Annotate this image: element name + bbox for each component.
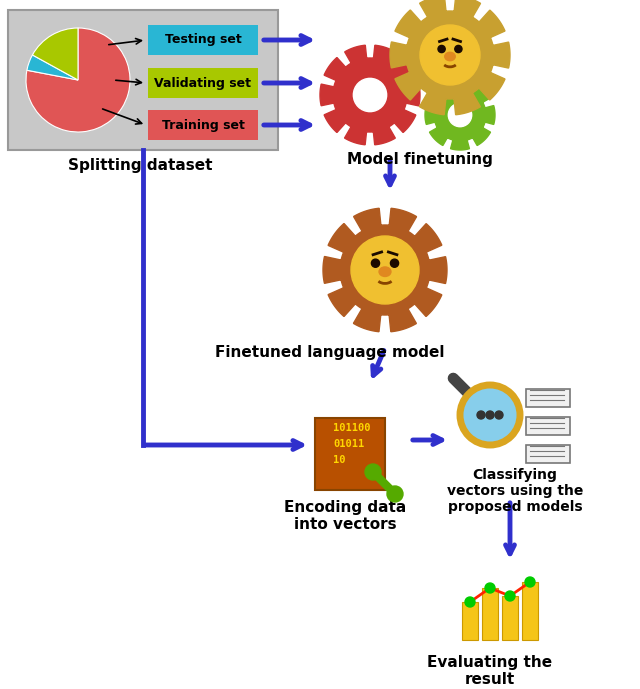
Bar bbox=[502, 596, 518, 640]
Circle shape bbox=[387, 486, 403, 502]
Wedge shape bbox=[33, 28, 78, 80]
Text: 01011: 01011 bbox=[333, 439, 364, 449]
Bar bbox=[522, 582, 538, 640]
Circle shape bbox=[365, 464, 381, 480]
Ellipse shape bbox=[445, 52, 455, 61]
Circle shape bbox=[371, 259, 380, 267]
Polygon shape bbox=[320, 45, 420, 145]
FancyBboxPatch shape bbox=[526, 389, 570, 407]
Circle shape bbox=[460, 385, 520, 445]
Circle shape bbox=[486, 411, 494, 419]
Circle shape bbox=[477, 411, 485, 419]
Text: 101100: 101100 bbox=[333, 423, 371, 433]
Circle shape bbox=[390, 259, 399, 267]
FancyBboxPatch shape bbox=[526, 417, 570, 435]
Circle shape bbox=[430, 35, 470, 75]
Text: Evaluating the
result: Evaluating the result bbox=[428, 655, 552, 688]
Bar bbox=[482, 588, 498, 640]
Text: Finetuned language model: Finetuned language model bbox=[215, 345, 445, 360]
Text: Classifying
vectors using the
proposed models: Classifying vectors using the proposed m… bbox=[447, 468, 583, 515]
Text: Encoding data
into vectors: Encoding data into vectors bbox=[284, 500, 406, 533]
FancyBboxPatch shape bbox=[148, 68, 258, 98]
Circle shape bbox=[485, 583, 495, 593]
Circle shape bbox=[505, 591, 515, 601]
Text: Validating set: Validating set bbox=[154, 76, 252, 90]
FancyBboxPatch shape bbox=[8, 10, 278, 150]
Wedge shape bbox=[27, 55, 78, 80]
Polygon shape bbox=[390, 0, 510, 115]
FancyBboxPatch shape bbox=[148, 25, 258, 55]
Circle shape bbox=[495, 411, 503, 419]
Circle shape bbox=[351, 236, 419, 304]
Text: Model finetuning: Model finetuning bbox=[347, 152, 493, 167]
Circle shape bbox=[455, 45, 462, 52]
Circle shape bbox=[448, 103, 472, 127]
Polygon shape bbox=[323, 208, 447, 331]
Text: Testing set: Testing set bbox=[164, 34, 241, 46]
Text: Training set: Training set bbox=[161, 119, 244, 132]
Circle shape bbox=[420, 25, 480, 85]
Text: Splitting dataset: Splitting dataset bbox=[68, 158, 212, 173]
Circle shape bbox=[525, 577, 535, 587]
Bar bbox=[462, 602, 478, 640]
Polygon shape bbox=[425, 80, 495, 150]
Text: 10: 10 bbox=[333, 455, 346, 465]
Circle shape bbox=[465, 597, 475, 607]
FancyBboxPatch shape bbox=[315, 418, 385, 490]
Circle shape bbox=[353, 79, 387, 112]
Circle shape bbox=[365, 249, 405, 290]
FancyBboxPatch shape bbox=[526, 445, 570, 463]
Ellipse shape bbox=[379, 267, 391, 276]
Wedge shape bbox=[26, 28, 130, 132]
Circle shape bbox=[438, 45, 445, 52]
FancyBboxPatch shape bbox=[148, 110, 258, 140]
